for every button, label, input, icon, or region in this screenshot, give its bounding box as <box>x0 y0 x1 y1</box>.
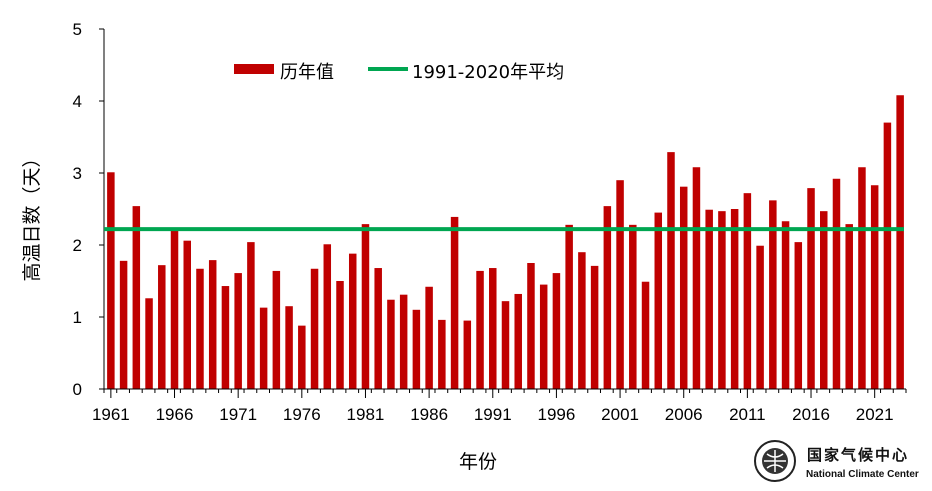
bar-2004 <box>654 212 663 389</box>
y-tick-label: 5 <box>73 20 82 39</box>
bar-2023 <box>896 95 904 390</box>
bar-1961 <box>107 172 115 389</box>
bar-1982 <box>374 268 382 389</box>
logo-globe-lines-icon <box>764 450 786 472</box>
logo-emblem-icon <box>754 440 796 482</box>
x-tick-label: 1986 <box>410 405 448 424</box>
y-tick-label: 0 <box>73 380 82 399</box>
bar-1981 <box>361 224 370 389</box>
bar-1987 <box>438 319 446 389</box>
bar-2013 <box>769 200 777 389</box>
bar-1985 <box>412 309 421 389</box>
bar-1998 <box>578 252 586 389</box>
x-tick-label: 1976 <box>283 405 321 424</box>
bar-1996 <box>552 273 561 389</box>
bar-1999 <box>590 265 599 389</box>
bar-2021 <box>870 185 879 389</box>
bar-2010 <box>730 209 739 389</box>
logo-name-en: National Climate Center <box>806 469 919 480</box>
bar-1990 <box>476 270 484 389</box>
bar-2017 <box>820 211 828 389</box>
bar-1974 <box>272 270 281 389</box>
bar-1966 <box>170 229 179 389</box>
x-axis-label: 年份 <box>459 451 497 473</box>
x-tick-label: 2001 <box>601 405 639 424</box>
y-axis-label: 高温日数（天） <box>21 148 43 281</box>
bar-2015 <box>794 242 803 389</box>
bar-2009 <box>718 211 726 389</box>
y-tick-label: 2 <box>73 236 82 255</box>
bar-1964 <box>145 298 153 389</box>
x-tick-label: 2021 <box>856 405 894 424</box>
x-tick-label: 1971 <box>219 405 257 424</box>
bar-1991 <box>489 268 497 389</box>
bar-2014 <box>781 221 790 389</box>
bar-1978 <box>323 244 332 389</box>
bar-1969 <box>208 260 217 389</box>
bar-1962 <box>119 260 128 389</box>
x-tick-label: 1966 <box>156 405 194 424</box>
bar-1993 <box>514 293 522 389</box>
bar-1988 <box>450 216 459 389</box>
y-tick-label: 4 <box>73 92 82 111</box>
bar-1992 <box>501 301 510 389</box>
x-tick-label: 1991 <box>474 405 512 424</box>
bar-2019 <box>845 224 853 389</box>
bar-1984 <box>399 294 408 389</box>
bar-1970 <box>221 286 230 389</box>
bar-1965 <box>158 265 166 389</box>
legend-bar-swatch <box>234 64 274 74</box>
bar-2011 <box>743 193 752 389</box>
bar-1983 <box>387 299 395 389</box>
legend-label-bars: 历年值 <box>280 62 334 83</box>
bar-2007 <box>692 167 701 389</box>
bar-2012 <box>756 245 764 389</box>
x-tick-label: 2016 <box>792 405 830 424</box>
bar-2008 <box>705 209 713 389</box>
bar-1986 <box>425 286 433 389</box>
legend-label-average: 1991-2020年平均 <box>412 62 564 83</box>
bar-1971 <box>234 273 242 389</box>
bar-1994 <box>527 263 535 389</box>
bar-1995 <box>539 284 548 389</box>
y-tick-label: 3 <box>73 164 82 183</box>
bar-1963 <box>132 206 141 389</box>
bar-1975 <box>285 306 293 389</box>
bar-2001 <box>616 180 624 389</box>
bar-2022 <box>883 122 892 389</box>
x-tick-label: 2006 <box>665 405 703 424</box>
bar-1980 <box>348 253 357 389</box>
bar-2003 <box>641 281 650 389</box>
x-tick-label: 1961 <box>92 405 130 424</box>
bar-1973 <box>259 307 268 389</box>
bar-2006 <box>679 186 688 389</box>
logo-name-cn: 国家气候中心 <box>807 446 909 464</box>
bar-1968 <box>196 268 204 389</box>
bar-2000 <box>603 206 612 389</box>
bar-2016 <box>807 188 815 389</box>
bar-1979 <box>336 281 344 389</box>
bar-1972 <box>247 242 255 389</box>
bar-2020 <box>858 167 866 389</box>
bar-1967 <box>183 240 191 389</box>
x-tick-label: 1996 <box>538 405 576 424</box>
x-tick-label: 1981 <box>347 405 385 424</box>
bar-1977 <box>310 268 319 389</box>
x-tick-label: 2011 <box>729 405 766 424</box>
bar-2018 <box>832 178 841 389</box>
bar-2005 <box>667 152 675 389</box>
y-tick-label: 1 <box>73 308 82 327</box>
bar-2002 <box>629 224 637 389</box>
bar-1989 <box>463 320 472 389</box>
bar-1997 <box>565 224 573 389</box>
bar-1976 <box>298 325 306 389</box>
